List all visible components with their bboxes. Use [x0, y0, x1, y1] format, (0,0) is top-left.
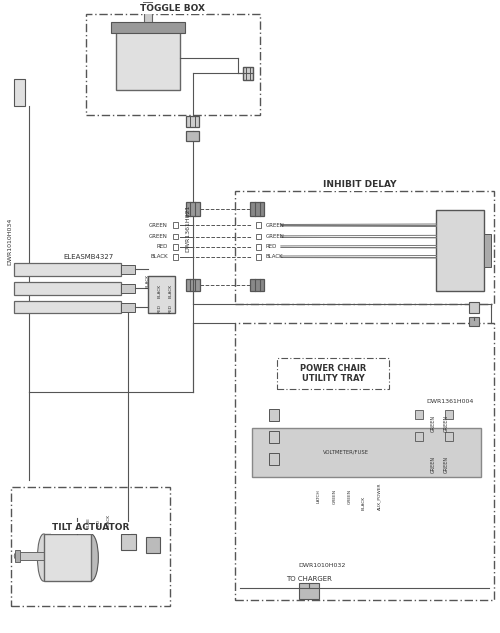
- Ellipse shape: [394, 439, 404, 466]
- Bar: [242, 66, 254, 80]
- Bar: [173, 254, 178, 260]
- Text: GREEN: GREEN: [149, 234, 168, 239]
- Bar: [252, 428, 481, 477]
- Text: DWR1010H034: DWR1010H034: [8, 217, 12, 265]
- Bar: [256, 244, 262, 249]
- Text: RED: RED: [156, 244, 168, 249]
- Bar: [186, 116, 200, 127]
- Bar: [173, 244, 178, 249]
- Bar: [144, 2, 152, 27]
- Bar: [120, 265, 134, 274]
- Bar: [256, 254, 262, 260]
- Bar: [120, 284, 134, 292]
- Text: INHIBIT DELAY: INHIBIT DELAY: [322, 180, 396, 189]
- Ellipse shape: [262, 436, 278, 470]
- Bar: [146, 537, 160, 553]
- Text: GREEN: GREEN: [348, 489, 352, 504]
- Bar: [120, 534, 136, 549]
- Bar: [173, 222, 178, 228]
- Text: GREEN: GREEN: [332, 489, 336, 504]
- Bar: [14, 263, 120, 275]
- Bar: [111, 22, 186, 33]
- Text: DWR1361H021: DWR1361H021: [186, 204, 190, 252]
- Bar: [415, 432, 423, 441]
- Ellipse shape: [144, 0, 152, 6]
- Bar: [44, 534, 91, 581]
- Text: RED: RED: [168, 304, 172, 313]
- Text: BLACK: BLACK: [146, 274, 150, 288]
- Text: AUX_POWER: AUX_POWER: [378, 482, 382, 510]
- Bar: [173, 234, 178, 239]
- Bar: [14, 79, 25, 106]
- Bar: [250, 202, 264, 216]
- Bar: [120, 303, 134, 311]
- Text: TO CHARGER: TO CHARGER: [286, 577, 332, 582]
- Bar: [15, 549, 20, 562]
- Ellipse shape: [288, 436, 302, 470]
- Text: GREEN: GREEN: [430, 415, 436, 432]
- Bar: [269, 409, 279, 420]
- Ellipse shape: [84, 534, 98, 581]
- Bar: [250, 279, 264, 291]
- Bar: [19, 552, 44, 560]
- Text: RED: RED: [158, 304, 162, 313]
- Bar: [186, 202, 200, 216]
- Text: GREEN: GREEN: [444, 456, 449, 473]
- Bar: [148, 275, 176, 313]
- Bar: [14, 301, 120, 313]
- Ellipse shape: [414, 437, 428, 468]
- Text: RED: RED: [96, 518, 100, 528]
- Bar: [186, 132, 200, 141]
- Text: TILT ACTUATOR: TILT ACTUATOR: [52, 523, 130, 532]
- Text: LATCH: LATCH: [316, 489, 320, 503]
- Text: VOLTMETER/FUSE: VOLTMETER/FUSE: [323, 449, 369, 454]
- Text: BLACK: BLACK: [168, 284, 172, 298]
- Text: GREEN: GREEN: [444, 415, 449, 432]
- Ellipse shape: [38, 534, 50, 581]
- Text: RED: RED: [266, 244, 278, 249]
- Text: GREEN: GREEN: [266, 234, 285, 239]
- Bar: [469, 302, 478, 313]
- Text: DWR1361H004: DWR1361H004: [426, 399, 474, 404]
- Bar: [445, 432, 453, 441]
- Text: BLACK: BLACK: [266, 254, 283, 260]
- Circle shape: [14, 552, 20, 560]
- Ellipse shape: [344, 439, 355, 466]
- Bar: [186, 279, 200, 291]
- Text: DWR1010H032: DWR1010H032: [298, 563, 346, 568]
- Text: GREEN: GREEN: [149, 223, 168, 228]
- Text: BLACK: BLACK: [158, 284, 162, 298]
- Bar: [256, 234, 262, 239]
- Bar: [14, 282, 120, 294]
- Text: GREEN: GREEN: [266, 223, 285, 228]
- Text: ELEASMB4327: ELEASMB4327: [64, 254, 114, 260]
- Bar: [469, 317, 478, 326]
- Text: BLACK: BLACK: [106, 513, 110, 528]
- Text: BLACK: BLACK: [362, 496, 366, 510]
- Bar: [445, 410, 453, 418]
- Bar: [415, 410, 423, 418]
- Text: GREEN: GREEN: [430, 456, 436, 473]
- Text: BLUE: BLUE: [86, 517, 90, 528]
- Bar: [256, 222, 262, 228]
- Text: TOGGLE BOX: TOGGLE BOX: [140, 4, 205, 13]
- Bar: [436, 210, 484, 291]
- Text: BLACK: BLACK: [150, 254, 168, 260]
- Bar: [269, 453, 279, 465]
- Bar: [298, 583, 318, 599]
- Text: POWER CHAIR
UTILITY TRAY: POWER CHAIR UTILITY TRAY: [300, 363, 366, 383]
- Bar: [484, 234, 491, 267]
- Bar: [116, 27, 180, 90]
- Bar: [269, 431, 279, 442]
- Ellipse shape: [316, 439, 328, 466]
